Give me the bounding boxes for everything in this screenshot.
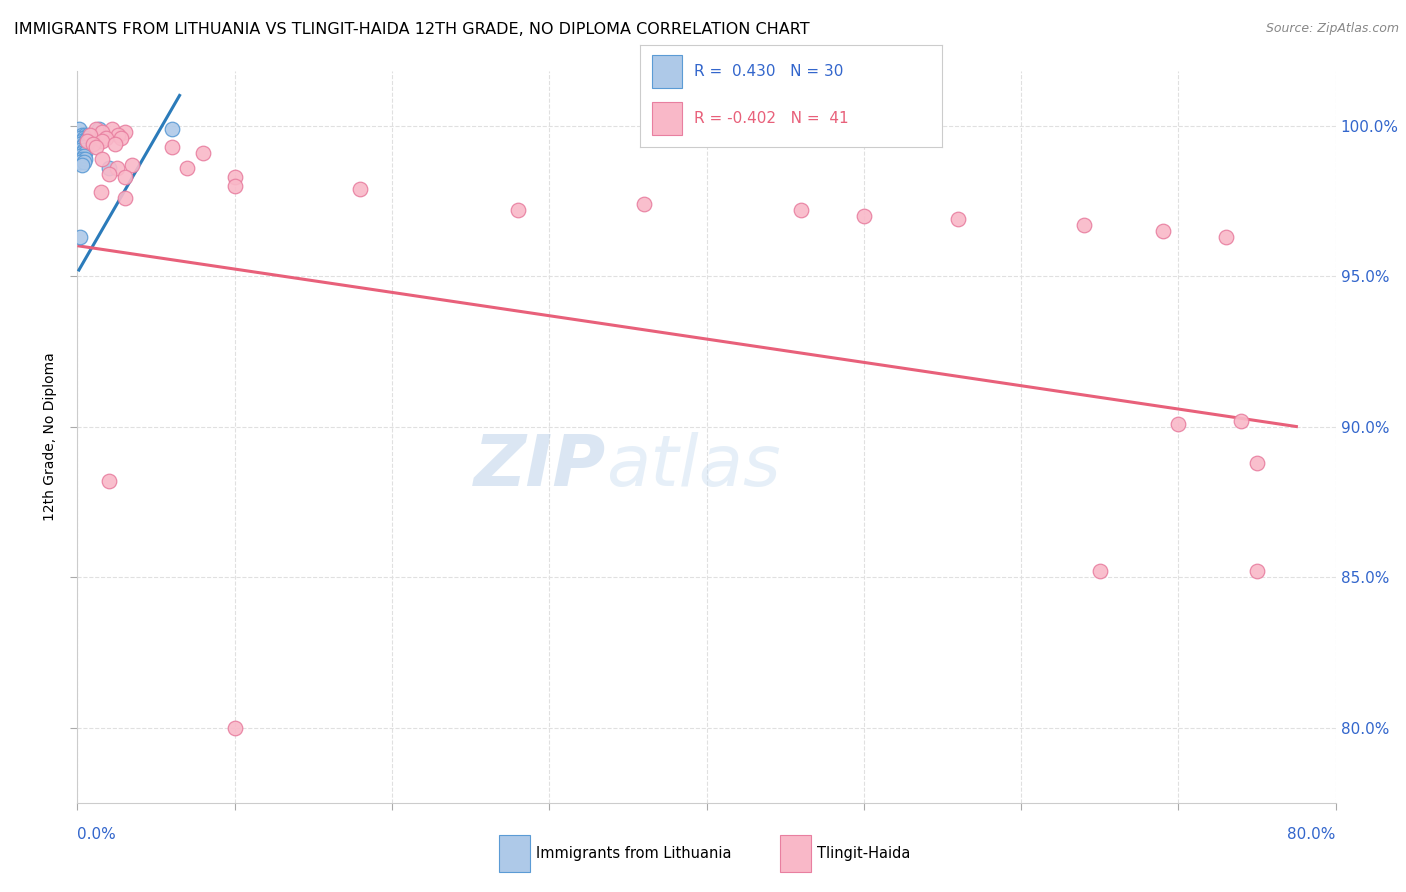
Point: [70, 145, 93, 160]
Point: [160, 139, 183, 153]
Point: [852, 209, 875, 223]
Point: [75, 134, 97, 148]
Point: [1246, 456, 1268, 470]
Point: [1152, 224, 1174, 238]
Point: [191, 145, 215, 160]
Bar: [652, 102, 682, 135]
Point: [69, 136, 91, 151]
Text: IMMIGRANTS FROM LITHUANIA VS TLINGIT-HAIDA 12TH GRADE, NO DIPLOMA CORRELATION CH: IMMIGRANTS FROM LITHUANIA VS TLINGIT-HAI…: [14, 22, 810, 37]
Point: [72, 130, 94, 145]
Point: [82, 136, 104, 151]
Text: 80.0%: 80.0%: [1288, 827, 1336, 841]
Point: [77, 128, 100, 142]
Point: [76, 134, 98, 148]
Point: [69, 148, 91, 162]
Point: [72, 148, 94, 162]
Point: [224, 721, 246, 735]
Point: [110, 130, 132, 145]
Text: Source: ZipAtlas.com: Source: ZipAtlas.com: [1265, 22, 1399, 36]
Point: [72, 136, 94, 151]
Point: [70, 128, 93, 142]
Point: [76, 130, 98, 145]
Point: [97, 161, 120, 175]
Point: [105, 161, 128, 175]
Point: [790, 202, 813, 217]
Point: [349, 182, 371, 196]
Point: [69, 130, 91, 145]
Point: [633, 196, 655, 211]
Point: [97, 474, 120, 488]
Text: ZIP: ZIP: [474, 432, 606, 500]
Point: [101, 121, 124, 136]
Text: R =  0.430   N = 30: R = 0.430 N = 30: [695, 63, 844, 78]
Point: [1230, 413, 1253, 427]
Point: [176, 161, 198, 175]
Point: [121, 158, 143, 172]
Point: [107, 128, 129, 142]
Point: [91, 134, 114, 148]
Point: [90, 185, 112, 199]
Point: [75, 145, 97, 160]
Point: [114, 124, 136, 138]
Point: [948, 211, 970, 226]
Point: [114, 191, 136, 205]
Point: [76, 136, 98, 151]
Point: [69, 143, 91, 157]
Point: [77, 134, 100, 148]
Point: [1246, 564, 1268, 578]
Point: [506, 202, 529, 217]
Point: [75, 152, 97, 166]
Point: [84, 121, 107, 136]
Point: [94, 130, 117, 145]
Point: [67, 121, 90, 136]
Point: [104, 136, 127, 151]
Text: R = -0.402   N =  41: R = -0.402 N = 41: [695, 111, 849, 126]
Point: [1215, 230, 1237, 244]
Point: [70, 139, 93, 153]
Point: [69, 230, 91, 244]
Point: [84, 139, 107, 153]
Point: [114, 169, 136, 184]
Point: [75, 139, 97, 153]
Point: [72, 143, 94, 157]
Point: [224, 169, 246, 184]
Bar: [652, 55, 682, 87]
Point: [91, 152, 114, 166]
Text: Immigrants from Lithuania: Immigrants from Lithuania: [536, 847, 731, 861]
Text: atlas: atlas: [606, 432, 780, 500]
Point: [70, 134, 93, 148]
Point: [224, 178, 246, 193]
Point: [1088, 564, 1111, 578]
Point: [91, 124, 114, 138]
Point: [89, 121, 111, 136]
Point: [79, 128, 101, 142]
Point: [75, 128, 97, 142]
Text: 0.0%: 0.0%: [77, 827, 117, 841]
Y-axis label: 12th Grade, No Diploma: 12th Grade, No Diploma: [44, 352, 58, 522]
Point: [70, 152, 93, 166]
Point: [70, 158, 93, 172]
Point: [69, 154, 91, 169]
Text: Tlingit-Haida: Tlingit-Haida: [817, 847, 910, 861]
Point: [1073, 218, 1095, 232]
Point: [1167, 417, 1189, 431]
Point: [160, 121, 183, 136]
Point: [72, 154, 94, 169]
Point: [97, 167, 120, 181]
